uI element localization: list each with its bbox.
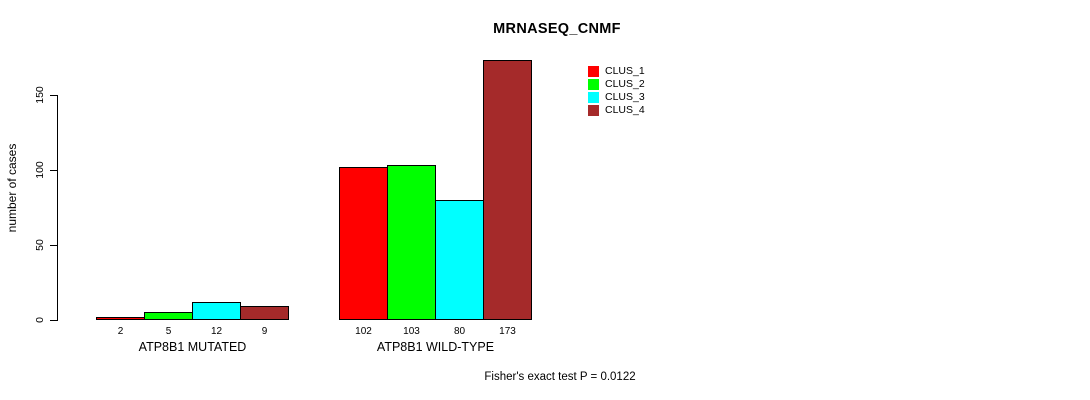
legend-item-clus_3: CLUS_3: [588, 91, 645, 104]
bar-value-label: 2: [117, 326, 124, 337]
legend-item-clus_4: CLUS_4: [588, 104, 645, 117]
y-tick-mark: [50, 245, 57, 246]
bar-clus_4-1: [240, 306, 289, 320]
legend-swatch-icon: [588, 79, 599, 90]
bar-value-label: 80: [453, 326, 466, 337]
legend-item-clus_2: CLUS_2: [588, 78, 645, 91]
legend-swatch-icon: [588, 66, 599, 77]
y-tick-label: 0: [34, 317, 46, 323]
y-tick-mark: [50, 320, 57, 321]
y-axis-line: [57, 95, 58, 321]
y-axis-label: number of cases: [5, 143, 19, 233]
legend: CLUS_1 CLUS_2 CLUS_3 CLUS_4: [588, 65, 645, 117]
bar-value-label: 103: [403, 326, 420, 337]
bar-clus_2-2: [387, 165, 436, 320]
bar-clus_1-1: [96, 317, 145, 320]
group-label: ATP8B1 WILD-TYPE: [376, 340, 495, 354]
y-tick-mark: [50, 95, 57, 96]
y-tick-label: 150: [34, 86, 46, 104]
bar-value-label: 173: [499, 326, 516, 337]
legend-swatch-icon: [588, 105, 599, 116]
bar-clus_3-2: [435, 200, 484, 320]
annotation-text: Fisher's exact test P = 0.0122: [484, 371, 636, 383]
bar-value-label: 5: [165, 326, 172, 337]
y-tick-label: 50: [34, 239, 46, 251]
legend-item-clus_1: CLUS_1: [588, 65, 645, 78]
bar-clus_2-1: [144, 312, 193, 320]
legend-swatch-icon: [588, 92, 599, 103]
y-tick-mark: [50, 170, 57, 171]
y-tick-label: 100: [34, 161, 46, 179]
bar-clus_3-1: [192, 302, 241, 320]
legend-label: CLUS_1: [605, 65, 645, 77]
legend-label: CLUS_2: [605, 78, 645, 90]
bar-clus_4-2: [483, 60, 532, 320]
legend-label: CLUS_3: [605, 91, 645, 103]
chart-title: MRNASEQ_CNMF: [493, 21, 621, 37]
group-label: ATP8B1 MUTATED: [138, 340, 247, 354]
legend-label: CLUS_4: [605, 104, 645, 116]
bar-value-label: 12: [210, 326, 223, 337]
bar-value-label: 102: [355, 326, 372, 337]
bar-clus_1-2: [339, 167, 388, 320]
bar-value-label: 9: [261, 326, 268, 337]
